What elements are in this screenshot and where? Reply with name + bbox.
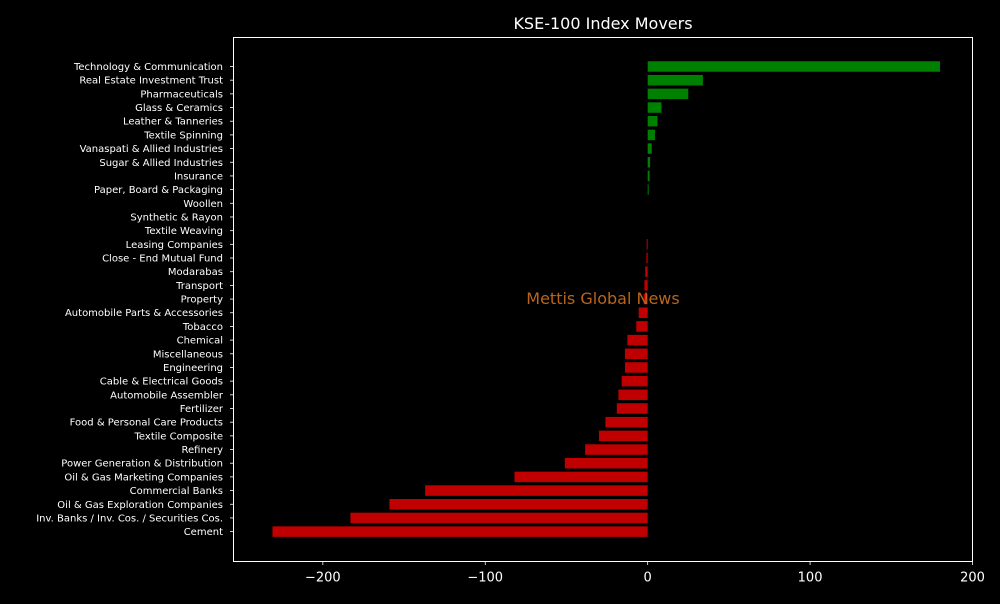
bar-automobile-parts-accessories	[638, 307, 648, 318]
x-tick-label: 200	[960, 571, 985, 586]
y-tick-label: Oil & Gas Marketing Companies	[64, 472, 223, 483]
bar-paper-board-packaging	[647, 184, 649, 195]
y-tick-label: Close - End Mutual Fund	[102, 254, 223, 265]
y-tick-label: Miscellaneous	[153, 349, 223, 360]
y-tick-label: Power Generation & Distribution	[61, 459, 223, 470]
y-tick-label: Sugar & Allied Industries	[99, 158, 223, 169]
y-tick-label: Engineering	[163, 363, 223, 374]
bar-miscellaneous	[624, 348, 648, 360]
bar-insurance	[647, 170, 650, 182]
bar-pharmaceuticals	[647, 88, 689, 100]
y-tick-label: Commercial Banks	[130, 486, 223, 497]
bar-real-estate-investment-trust	[647, 74, 703, 86]
y-tick-label: Insurance	[174, 171, 223, 182]
y-tick-label: Oil & Gas Exploration Companies	[57, 500, 223, 511]
y-tick-label: Inv. Banks / Inv. Cos. / Securities Cos.	[36, 513, 223, 524]
y-tick-label: Glass & Ceramics	[135, 103, 223, 114]
x-tick-label: 0	[644, 571, 652, 586]
y-tick-label: Textile Spinning	[143, 130, 223, 141]
y-tick-label: Property	[181, 295, 223, 306]
bar-technology-communication	[647, 61, 941, 72]
bar-textile-spinning	[647, 129, 655, 141]
y-tick-label: Modarabas	[168, 267, 223, 278]
bar-food-personal-care-products	[605, 416, 648, 428]
y-tick-label: Woollen	[183, 199, 223, 210]
bar-textile-composite	[598, 430, 648, 442]
y-tick-label: Textile Weaving	[144, 226, 223, 237]
y-tick-label: Real Estate Investment Trust	[79, 76, 223, 87]
bar-fertilizer	[616, 403, 648, 414]
bar-automobile-assembler	[618, 389, 648, 401]
bar-vanaspati-allied-industries	[647, 143, 652, 154]
y-tick-label: Leather & Tanneries	[123, 117, 223, 128]
chart-title: KSE-100 Index Movers	[513, 14, 692, 33]
bar-property	[643, 293, 648, 305]
y-tick-label: Automobile Assembler	[110, 390, 224, 401]
y-tick-label: Tobacco	[182, 322, 223, 333]
y-tick-label: Leasing Companies	[126, 240, 223, 251]
plot-frame	[233, 37, 973, 562]
y-tick-label: Pharmaceuticals	[140, 89, 223, 100]
bar-glass-ceramics	[647, 102, 662, 113]
y-tick-label: Paper, Board & Packaging	[94, 185, 223, 196]
bar-sugar-allied-industries	[647, 157, 651, 168]
y-tick-label: Technology & Communication	[73, 62, 223, 73]
bar-oil-gas-exploration-companies	[389, 499, 648, 510]
y-tick-label: Automobile Parts & Accessories	[65, 308, 223, 319]
x-axis: −200 −100 0 100 200	[305, 561, 985, 586]
x-tick-label: 100	[798, 571, 823, 586]
y-axis-labels: Technology & Communication Real Estate In…	[36, 62, 234, 538]
y-tick-label: Food & Personal Care Products	[70, 418, 223, 429]
bar-power-generation-distribution	[564, 457, 648, 469]
bar-inv-banks-inv-cos-securities-cos	[350, 512, 648, 524]
y-tick-label: Refinery	[182, 445, 224, 456]
bar-refinery	[585, 444, 648, 455]
watermark-annotation: Mettis Global News	[526, 289, 679, 308]
y-tick-label: Vanaspati & Allied Industries	[80, 144, 223, 155]
y-tick-label: Textile Composite	[134, 431, 223, 442]
bar-commercial-banks	[425, 485, 648, 496]
x-tick-label: −200	[305, 571, 341, 586]
bar-close-end-mutual-fund	[646, 252, 648, 264]
bar-cement	[272, 526, 648, 537]
bars-group	[272, 61, 941, 537]
y-tick-label: Cement	[184, 527, 223, 538]
y-tick-label: Fertilizer	[180, 404, 224, 415]
bar-engineering	[624, 362, 648, 373]
x-tick-label: −100	[467, 571, 503, 586]
bar-oil-gas-marketing-companies	[514, 471, 648, 483]
bar-modarabas	[645, 266, 648, 277]
bar-cable-electrical-goods	[621, 375, 648, 387]
y-tick-label: Cable & Electrical Goods	[100, 377, 223, 388]
y-tick-label: Chemical	[177, 336, 223, 347]
bar-leather-tanneries	[647, 115, 658, 127]
bar-leasing-companies	[646, 239, 648, 250]
bar-tobacco	[636, 321, 648, 332]
bar-chemical	[627, 334, 648, 346]
bar-transport	[644, 280, 648, 291]
y-tick-label: Synthetic & Rayon	[130, 212, 223, 223]
y-tick-label: Transport	[175, 281, 223, 292]
